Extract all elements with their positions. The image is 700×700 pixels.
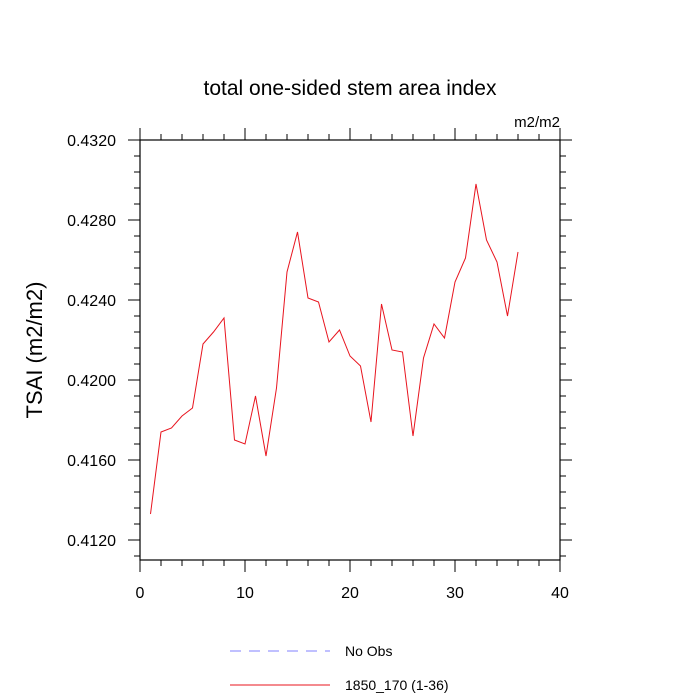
axis-ticks [128, 128, 572, 572]
y-tick-label: 0.4120 [67, 533, 116, 550]
chart-title: total one-sided stem area index [203, 77, 497, 100]
x-tick-label: 0 [136, 585, 145, 602]
series-layer [150, 183, 519, 515]
x-tick-label: 30 [446, 585, 464, 602]
y-tick-label: 0.4320 [67, 133, 116, 150]
x-tick-label: 10 [236, 585, 254, 602]
x-tick-labels: 0 10 20 30 40 [136, 585, 569, 602]
y-axis-label: TSAI (m2/m2) [22, 282, 47, 419]
series-line-0 [150, 183, 519, 515]
y-tick-labels: 0.4120 0.4160 0.4200 0.4240 0.4280 0.4320 [67, 133, 116, 550]
y-tick-label: 0.4200 [67, 373, 116, 390]
y-tick-label: 0.4160 [67, 453, 116, 470]
units-label: m2/m2 [514, 114, 560, 131]
legend-label-no-obs: No Obs [345, 643, 392, 659]
x-tick-label: 40 [551, 585, 569, 602]
x-tick-label: 20 [341, 585, 359, 602]
y-tick-label: 0.4240 [67, 293, 116, 310]
plot-frame [139, 139, 561, 561]
legend-label-series: 1850_170 (1-36) [345, 677, 449, 693]
legend: No Obs 1850_170 (1-36) [230, 643, 449, 693]
y-tick-label: 0.4280 [67, 213, 116, 230]
